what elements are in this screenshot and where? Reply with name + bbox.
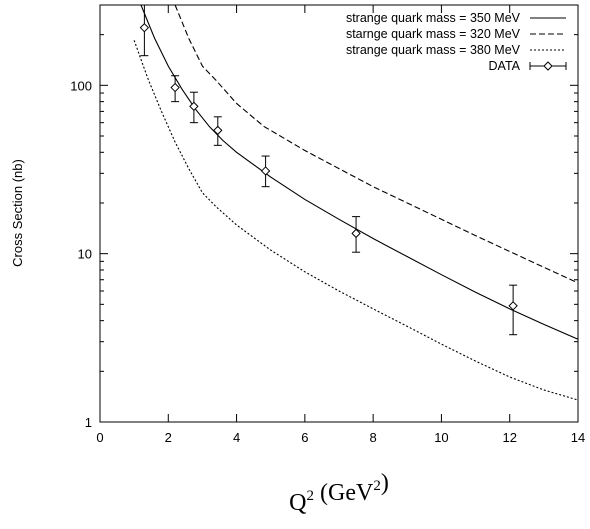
series-line-2 [174,5,578,284]
x-tick-label: 2 [165,430,172,445]
x-axis-label-part: Q [289,490,306,516]
y-tick-label: 100 [70,78,92,93]
legend: strange quark mass = 350 MeV starnge quar… [346,11,567,73]
x-axis-label-part: ) [381,470,389,496]
y-tick-label: 1 [85,415,92,430]
plot-frame [99,4,579,423]
series-line-3 [133,40,578,401]
x-tick-label: 0 [96,430,103,445]
series-line-1 [140,5,578,340]
diamond-marker [213,125,223,136]
curves-layer [133,5,578,401]
diamond-marker [260,166,271,176]
x-axis-label: Q2 (GeV2) [289,470,389,516]
y-axis-label: Cross Section (nb) [10,159,25,267]
x-tick-label: 14 [571,430,585,445]
x-tick-label: 10 [434,430,448,445]
diamond-marker [139,22,150,33]
data-points-layer [139,4,518,336]
y-tick-label: 10 [78,247,92,262]
data-point [139,4,150,57]
x-axis-label-superscript: 2 [307,488,315,504]
data-point [508,284,518,336]
x-tick-label: 4 [233,430,240,445]
legend-label: strange quark mass = 350 MeV [346,11,521,25]
x-axis-label-superscript: 2 [373,478,381,494]
data-point [213,116,223,146]
legend-label: DATA [489,59,521,73]
legend-label: starnge quark mass = 320 MeV [346,27,521,41]
data-point [189,91,199,124]
legend-swatch-marker [543,61,553,71]
x-axis-label-part: (GeV [314,480,374,506]
x-tick-label: 6 [301,430,308,445]
diamond-marker [189,101,199,112]
diamond-marker [170,82,180,93]
diamond-marker [508,301,518,311]
data-point [351,216,361,253]
legend-label: strange quark mass = 380 MeV [346,43,521,57]
x-tick-label: 12 [502,430,516,445]
data-point [170,75,180,103]
x-tick-label: 8 [370,430,377,445]
data-point [260,155,271,188]
axes-layer: 0 2 4 6 8 10 12 14 1 10 100 [70,4,585,445]
diamond-marker [351,228,361,239]
